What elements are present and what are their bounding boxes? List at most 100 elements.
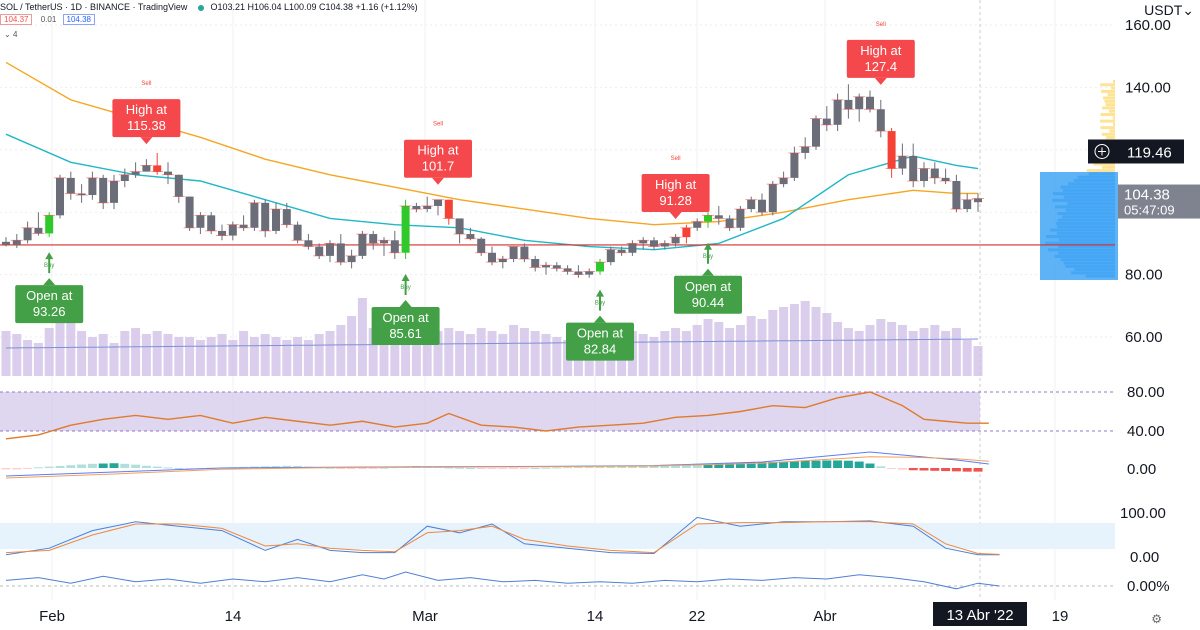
candle-body xyxy=(704,215,712,222)
volume-profile-bar xyxy=(1109,129,1115,133)
indicator-count: 4 xyxy=(12,30,18,39)
volume-bar xyxy=(887,322,897,376)
macd-histogram-bar xyxy=(23,468,33,469)
volume-bar xyxy=(897,325,907,376)
macd-histogram-bar xyxy=(779,461,789,468)
macd-histogram-bar xyxy=(930,468,940,471)
indicator-toggle[interactable]: ⌄ 4 xyxy=(4,30,17,39)
volume-bar xyxy=(44,328,54,376)
candle-body xyxy=(606,249,615,263)
volume-profile-bar xyxy=(1100,126,1115,130)
volume-bar xyxy=(833,322,843,376)
macd-histogram-bar xyxy=(638,465,648,468)
bottom-tick-label: 0.00% xyxy=(1127,578,1170,595)
macd-histogram-bar xyxy=(606,466,616,468)
signal-pointer xyxy=(669,212,682,220)
macd-histogram-bar xyxy=(131,464,141,468)
macd-histogram-bar xyxy=(44,466,54,468)
volume-bar xyxy=(951,328,961,376)
candle-body xyxy=(812,118,820,147)
volume-profile-bar xyxy=(1106,136,1115,140)
macd-histogram-bar xyxy=(487,468,497,469)
time-tick-label: 14 xyxy=(587,608,604,625)
time-tick-label: 14 xyxy=(225,608,242,625)
candle-body xyxy=(347,255,356,263)
macd-histogram-bar xyxy=(573,466,583,468)
volume-bar xyxy=(973,346,983,376)
signal-tag: Sell xyxy=(671,156,681,162)
bid-box[interactable]: 104.37 xyxy=(0,14,33,25)
candle xyxy=(680,224,693,244)
candle xyxy=(118,168,131,188)
candle-body xyxy=(682,227,691,238)
macd-histogram-bar xyxy=(746,462,756,468)
gear-icon[interactable]: ⚙ xyxy=(1151,612,1162,626)
volume-bar xyxy=(1,331,11,376)
macd-histogram-bar xyxy=(325,467,335,469)
signal-box xyxy=(674,275,742,314)
ask-box[interactable]: 104.38 xyxy=(62,14,95,25)
macd-histogram-bar xyxy=(12,468,22,470)
volume-bar xyxy=(163,334,173,376)
candle xyxy=(291,221,304,244)
currency-label[interactable]: USDT⌄ xyxy=(1144,2,1194,18)
volume-bar xyxy=(671,328,681,376)
signal-value: 127.4 xyxy=(865,59,898,74)
macd-histogram-bar xyxy=(120,463,130,468)
macd-histogram-bar xyxy=(519,468,529,469)
candle-body xyxy=(282,209,291,225)
candle xyxy=(367,230,380,250)
candle xyxy=(885,127,898,178)
candle xyxy=(64,171,77,200)
macd-histogram-bar xyxy=(735,462,745,468)
macd-histogram-bar xyxy=(876,466,886,468)
chevron-down-icon: ⌄ xyxy=(1182,2,1194,18)
volume-bar xyxy=(487,331,497,376)
candle-body xyxy=(174,174,183,197)
candle xyxy=(972,193,984,212)
candle xyxy=(356,230,369,259)
candle xyxy=(388,230,401,259)
candle xyxy=(572,265,585,278)
candle xyxy=(842,84,855,119)
candle xyxy=(583,268,596,278)
signal-arrow-head xyxy=(45,252,54,260)
macd-histogram-bar xyxy=(455,467,465,469)
signal-pointer xyxy=(399,300,412,307)
symbol-label[interactable]: SOL / TetherUS · 1D · BINANCE · TradingV… xyxy=(0,2,188,12)
candle xyxy=(194,212,207,235)
macd-histogram-bar xyxy=(163,467,173,469)
macd-histogram-bar xyxy=(282,465,292,468)
candle xyxy=(745,196,758,213)
candle-body xyxy=(758,199,766,213)
volume-profile-bar xyxy=(1113,80,1115,83)
volume-bar xyxy=(195,340,205,376)
candle xyxy=(43,212,56,238)
signal-pointer xyxy=(43,278,56,286)
signal-type: Open at xyxy=(577,326,624,341)
volume-bar xyxy=(854,331,864,376)
candle xyxy=(421,196,434,213)
candle xyxy=(853,93,866,122)
candle-body xyxy=(552,265,561,269)
volume-bar xyxy=(347,316,357,376)
candle xyxy=(162,162,174,185)
signal-box xyxy=(641,174,710,213)
candle-body xyxy=(920,168,928,181)
volume-bar xyxy=(962,340,972,376)
volume-bar xyxy=(228,340,238,376)
macd-histogram-bar xyxy=(887,468,897,469)
time-tick-label: Abr xyxy=(813,608,836,625)
candle xyxy=(550,262,563,272)
macd-histogram-bar xyxy=(908,468,918,471)
signal-type: High at xyxy=(417,143,459,158)
candle-body xyxy=(207,215,216,231)
candle-body xyxy=(466,234,475,239)
candle xyxy=(399,199,412,259)
candle-body xyxy=(768,184,777,213)
macd-histogram-bar xyxy=(174,468,184,469)
candle-body xyxy=(315,246,324,256)
candle-body xyxy=(822,118,831,125)
price-tick-label: 140.00 xyxy=(1125,79,1171,96)
